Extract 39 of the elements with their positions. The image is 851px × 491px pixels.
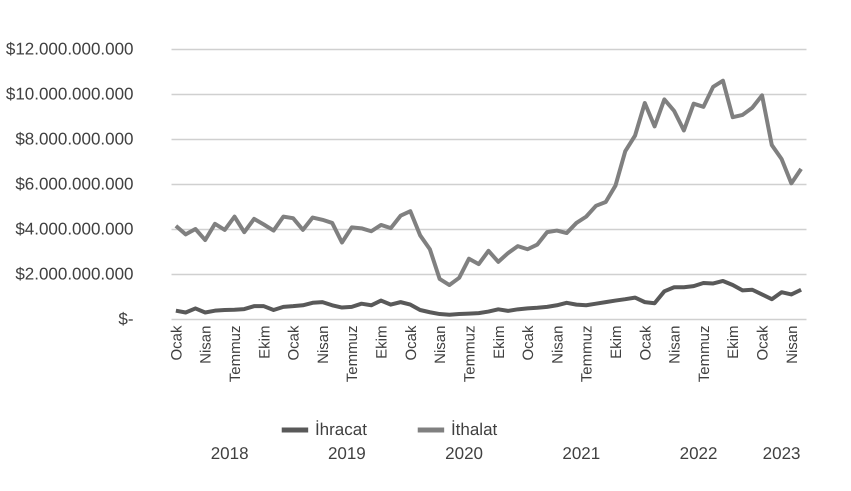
line-series	[174, 278, 804, 317]
text: 2019	[328, 444, 366, 463]
x-tick-label: Ekim	[374, 326, 391, 359]
line-series	[174, 78, 804, 288]
y-tick-label: $6.000.000.000	[15, 174, 134, 194]
text: 2023	[762, 444, 800, 463]
x-tick-label: Ocak	[402, 325, 420, 361]
x-tick-label: Nisan	[314, 326, 332, 364]
x-tick-label: Nisan	[432, 326, 450, 364]
x-tick-label: Temmuz	[227, 326, 244, 382]
text: 2021	[562, 444, 600, 463]
legend-label: İhracat	[314, 420, 368, 439]
x-tick-label: Temmuz	[461, 326, 478, 382]
x-tick-label: Nisan	[666, 326, 684, 364]
text: 2020	[445, 444, 483, 463]
x-tick-label: Temmuz	[696, 326, 713, 382]
x-tick-label: Ekim	[256, 326, 274, 359]
x-tick-label: Ocak	[168, 325, 186, 361]
x-tick-label: Ocak	[286, 325, 303, 361]
text: 2018	[210, 444, 249, 463]
x-tick-label: Ocak	[637, 325, 654, 361]
x-tick-label: Ekim	[490, 326, 508, 359]
x-tick-label: Ekim	[725, 326, 742, 359]
x-tick-label: Ocak	[520, 325, 538, 361]
x-tick-label: Ekim	[608, 326, 625, 359]
y-tick-label: $4.000.000.000	[15, 220, 134, 238]
y-tick-label: $-	[118, 310, 134, 328]
x-tick-label: Nisan	[784, 326, 801, 364]
x-tick-label: Temmuz	[344, 326, 362, 382]
y-tick-label: $12.000.000.000	[6, 40, 134, 58]
x-tick-label: Nisan	[198, 326, 215, 364]
legend-label: İthalat	[450, 420, 498, 439]
x-tick-label: Ocak	[754, 325, 772, 361]
x-tick-label: Temmuz	[578, 326, 596, 382]
y-tick-label: $10.000.000.000	[6, 84, 134, 104]
text: 2022	[680, 444, 718, 463]
y-tick-label: $2.000.000.000	[15, 264, 134, 284]
x-tick-label: Nisan	[549, 326, 566, 364]
y-tick-label: $8.000.000.000	[15, 130, 134, 148]
